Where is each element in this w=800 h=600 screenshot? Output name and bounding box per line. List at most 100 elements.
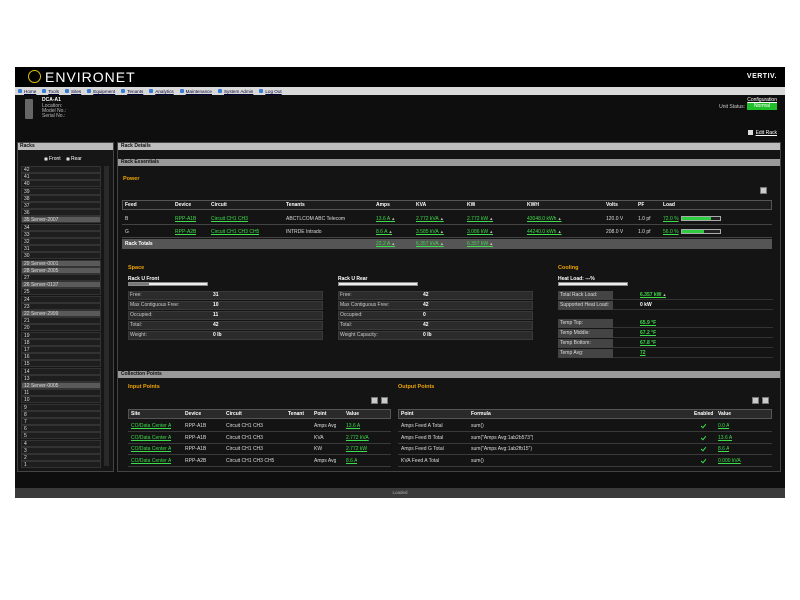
section-title: Space — [128, 265, 145, 271]
cell[interactable]: 2.772 kW — [346, 446, 368, 452]
rack-slot[interactable]: 40 — [21, 180, 101, 188]
rack-slot[interactable]: 31 — [21, 245, 101, 253]
rack-slot[interactable]: 1 — [21, 461, 101, 469]
power-cell[interactable]: RPP-A2B — [175, 229, 197, 235]
cell[interactable]: CO/Data Center A — [131, 423, 172, 429]
totals-value[interactable]: 6.357 kVA — [416, 239, 444, 249]
rack-slot[interactable]: 11 — [21, 389, 101, 397]
rack-slot[interactable]: 22 Server-2999 — [21, 310, 101, 317]
totals-value[interactable]: 6.357 kW — [467, 239, 493, 249]
rack-slot[interactable]: 38 — [21, 194, 101, 202]
rack-slot[interactable]: 12 Server-0005 — [21, 382, 101, 389]
rack-slot[interactable]: 27 — [21, 274, 101, 281]
rack-slot[interactable]: 24 — [21, 295, 101, 303]
cell[interactable]: CO/Data Center A — [131, 446, 172, 452]
power-cell[interactable]: 2.772 kW — [467, 214, 493, 224]
rack-slot[interactable]: 30 — [21, 252, 101, 260]
cell[interactable]: CO/Data Center A — [131, 457, 172, 464]
view-radio[interactable] — [44, 157, 48, 161]
nav-item[interactable]: Home — [18, 89, 36, 94]
search-button[interactable] — [371, 397, 378, 404]
rack-slot[interactable]: 23 — [21, 302, 101, 310]
cooling-label: Temp Bottom: — [558, 339, 613, 348]
rack-slot[interactable]: 17 — [21, 346, 101, 353]
space-row — [338, 291, 533, 300]
cooling-value[interactable]: 67.2 °F — [640, 330, 657, 336]
nav-item[interactable]: System Admin — [217, 89, 253, 94]
rack-slot[interactable]: 34 — [21, 223, 101, 231]
power-cell[interactable]: 3.086 kW — [467, 227, 493, 237]
rack-slot[interactable]: 25 — [21, 288, 101, 296]
power-cell[interactable]: 13.6 A — [376, 214, 395, 224]
nav-item[interactable]: Equipment — [87, 89, 115, 94]
power-cell[interactable]: Circuit CH1 CH3 CH5 — [211, 229, 260, 235]
power-cell[interactable]: 8.6 A — [376, 227, 392, 237]
rack-slot[interactable]: 3 — [21, 446, 101, 454]
cell[interactable]: 13.6 A — [718, 434, 733, 441]
rack-slot[interactable]: 16 — [21, 353, 101, 361]
grid-button[interactable] — [381, 397, 388, 404]
rack-slot[interactable]: 26 Server-0137 — [21, 281, 101, 289]
search-button[interactable] — [752, 397, 759, 404]
rack-slot[interactable]: 37 — [21, 202, 101, 209]
rack-slot[interactable]: 10 — [21, 396, 101, 404]
rack-slot[interactable]: 39 — [21, 187, 101, 195]
rack-slot[interactable]: 36 — [21, 209, 101, 217]
nav-item[interactable]: Tenants — [121, 89, 143, 94]
rack-slot[interactable]: 19 — [21, 331, 101, 339]
cell[interactable]: 0.0 A — [718, 423, 730, 429]
rack-slot[interactable]: 8 — [21, 410, 101, 418]
rack-slot[interactable]: 28 Server-2005 — [21, 266, 101, 274]
rack-slot[interactable]: 4 — [21, 439, 101, 447]
rack-slot[interactable]: 29 Server-0001 — [21, 259, 101, 267]
power-cell[interactable]: 43048.0 kWh — [527, 214, 562, 224]
rack-slot[interactable]: 41 — [21, 173, 101, 181]
cell[interactable]: 8.6 A — [346, 457, 358, 464]
cooling-value[interactable]: 6.357 kW — [640, 290, 666, 300]
power-cell[interactable]: RPP-A1B — [175, 216, 197, 222]
rack-slot[interactable]: 2 — [21, 454, 101, 461]
configuration-link[interactable]: Configuration — [747, 97, 777, 103]
rack-slot[interactable]: 15 — [21, 360, 101, 368]
rack-slot[interactable]: 42 — [21, 166, 101, 173]
rack-slot[interactable]: 14 — [21, 367, 101, 375]
nav-bar: Home Tools Sites Equipment Tenants Analytics M… — [15, 87, 785, 95]
cell[interactable]: CO/Data Center A — [131, 434, 172, 441]
nav-item[interactable]: Sites — [65, 89, 81, 94]
cooling-value[interactable]: 65.9 °F — [640, 320, 657, 326]
rack-slot[interactable]: 6 — [21, 425, 101, 433]
power-cell[interactable]: Circuit CH1 CH3 — [211, 216, 248, 222]
nav-item[interactable]: Tools — [42, 89, 59, 94]
cell[interactable]: 2.772 kVA — [346, 434, 369, 441]
rack-slot[interactable]: 13 — [21, 374, 101, 382]
rack-slot[interactable]: 5 — [21, 432, 101, 440]
rack-slot[interactable]: 9 — [21, 403, 101, 411]
rack-slot[interactable]: 32 — [21, 238, 101, 245]
rack-slot[interactable]: 18 — [21, 338, 101, 346]
cell[interactable]: 8.6 A — [718, 446, 730, 452]
rack-slot[interactable]: 21 — [21, 317, 101, 325]
cell[interactable]: 13.6 A — [346, 423, 361, 429]
power-cell[interactable]: 72.0 % — [663, 216, 679, 222]
rack-slot[interactable]: 35 Server-2007 — [21, 216, 101, 224]
edit-rack-link[interactable]: Edit Rack — [755, 130, 777, 136]
nav-item[interactable]: Maintenance — [179, 89, 212, 94]
grid-button[interactable] — [762, 397, 769, 404]
view-label[interactable]: Rear — [71, 156, 82, 162]
cell[interactable]: 0.000 kVA — [718, 457, 741, 464]
view-label[interactable]: Front — [49, 156, 61, 162]
totals-value[interactable]: 22.2 A — [376, 239, 395, 249]
power-cell[interactable]: 3.585 kVA — [416, 227, 444, 237]
cooling-value[interactable]: 67.8 °F — [640, 340, 657, 346]
power-cell[interactable]: 2.772 kVA — [416, 214, 444, 224]
power-cell[interactable]: 56.0 % — [663, 229, 679, 235]
view-radio[interactable] — [66, 157, 70, 161]
rack-slot[interactable]: 33 — [21, 230, 101, 238]
nav-item[interactable]: Log Out — [259, 89, 282, 94]
grid-button[interactable] — [760, 187, 767, 194]
rack-slot[interactable]: 7 — [21, 418, 101, 425]
cooling-value[interactable]: 72 — [640, 350, 646, 356]
rack-slot[interactable]: 20 — [21, 324, 101, 332]
nav-item[interactable]: Analytics — [149, 89, 174, 94]
power-cell[interactable]: 44240.0 kWh — [527, 227, 562, 237]
